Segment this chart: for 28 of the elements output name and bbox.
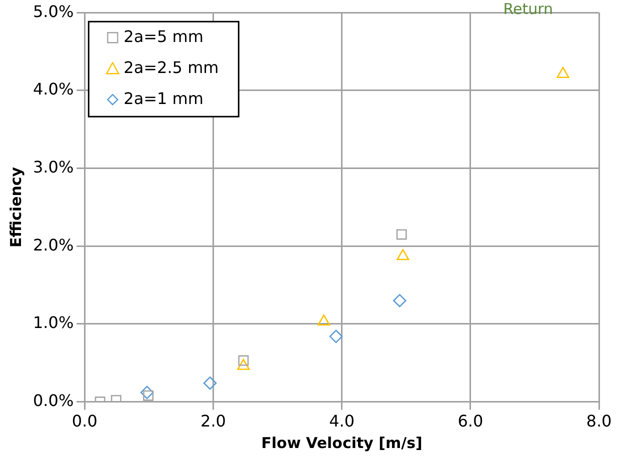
x-tick-label: 0.0 [72, 412, 98, 431]
y-tick-label: 3.0% [32, 157, 74, 176]
x-tick-label: 8.0 [586, 412, 612, 431]
point [396, 249, 410, 260]
point [143, 390, 154, 401]
y-tick-label: 5.0% [32, 2, 74, 21]
x-axis-title: Flow Velocity [m/s] [261, 434, 422, 452]
annotation: Return [502, 0, 554, 18]
x-tick-label: 6.0 [458, 412, 484, 431]
x-tick-label: 4.0 [329, 412, 355, 431]
point [556, 66, 570, 78]
point [329, 330, 343, 344]
y-axis-title: Efficiency [6, 166, 25, 248]
legend-label: 2a=5 mm [124, 26, 204, 46]
point [237, 358, 250, 370]
point [140, 386, 154, 400]
y-tick-label: 2.0% [32, 235, 74, 254]
point [396, 229, 407, 240]
point [318, 314, 330, 326]
point [238, 355, 249, 366]
legend-label: 2a=2.5 mm [124, 58, 219, 77]
point [203, 376, 217, 390]
legend-label: 2a=1 mm [124, 88, 204, 108]
x-tick-label: 2.0 [200, 412, 226, 431]
y-tick-label: 0.0% [32, 390, 74, 410]
point [393, 294, 406, 308]
y-tick-label: 1.0% [32, 313, 74, 332]
y-tick-label: 4.0% [32, 80, 74, 99]
